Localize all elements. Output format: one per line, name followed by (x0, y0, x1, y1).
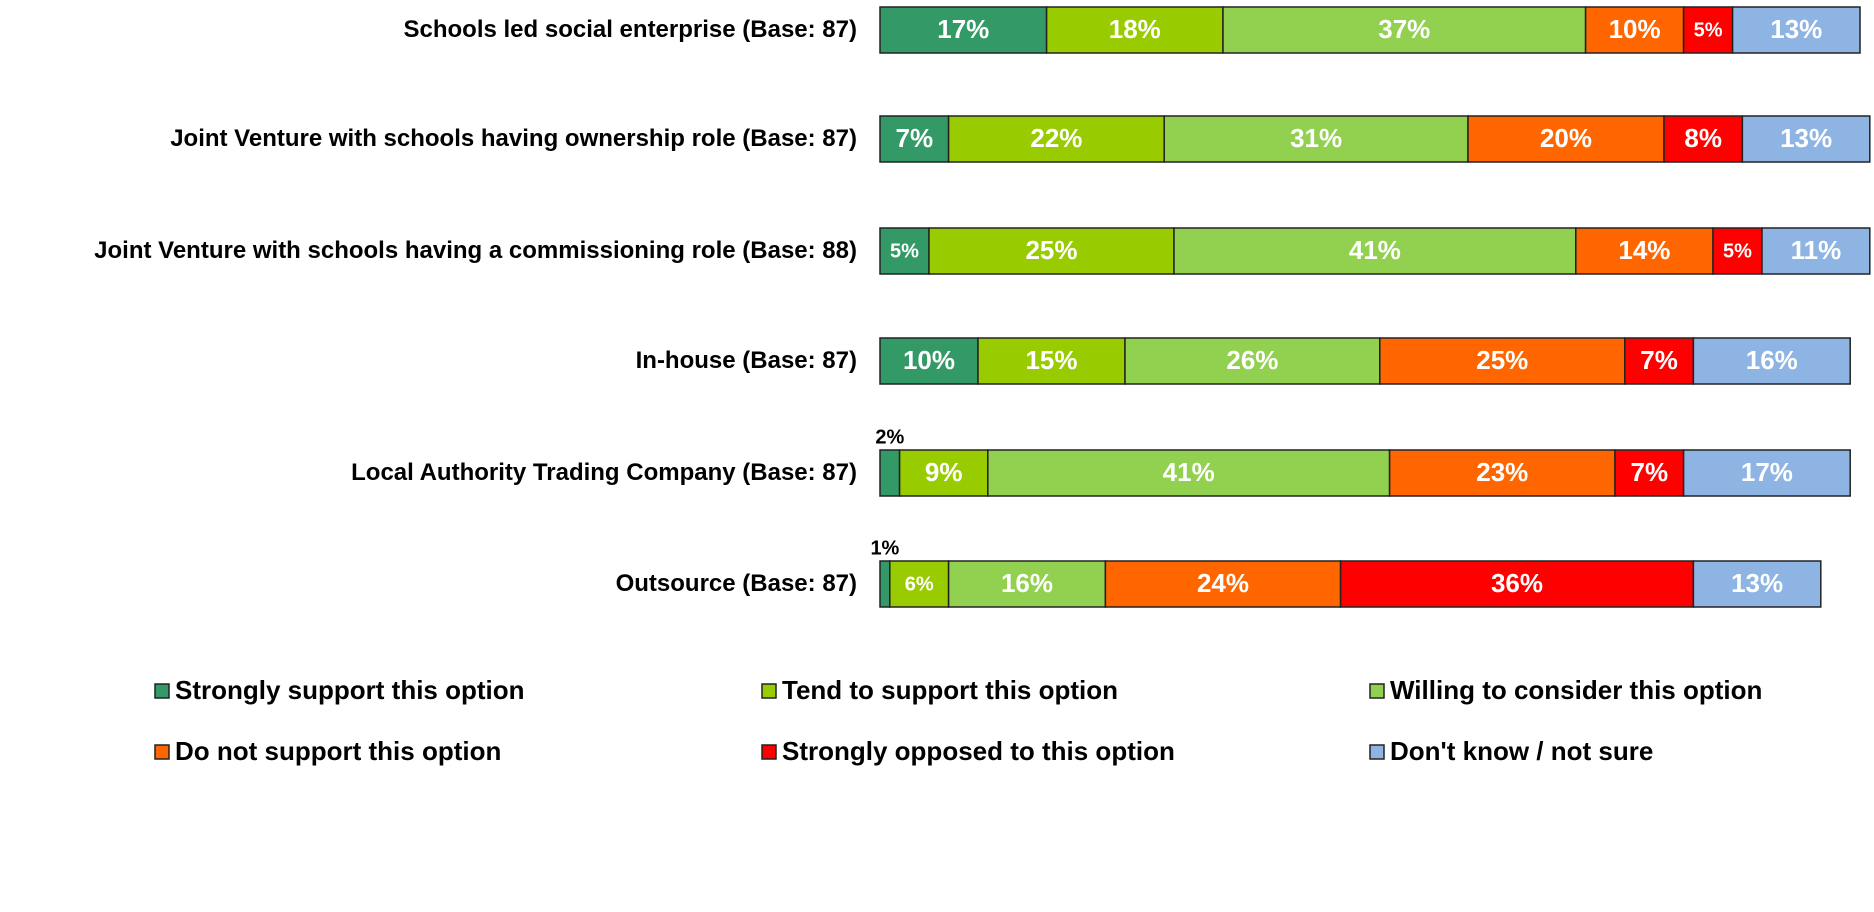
category-label: Outsource (Base: 87) (615, 570, 857, 597)
legend-swatch (761, 744, 777, 760)
bar-segment (1682, 6, 1734, 54)
bar-segment (879, 227, 930, 275)
category-label: In-house (Base: 87) (635, 347, 857, 374)
data-label: 24% (1197, 568, 1249, 598)
bar-segment (1339, 560, 1695, 608)
data-label: 2% (875, 426, 904, 448)
data-label: 16% (1746, 345, 1798, 375)
bar-segment (1614, 449, 1685, 497)
bar-segment (1692, 337, 1851, 385)
data-label: 23% (1476, 457, 1528, 487)
data-label: 18% (1109, 14, 1161, 44)
data-label: 1% (870, 537, 899, 559)
legend-swatch (1369, 744, 1385, 760)
data-label: 15% (1025, 345, 1077, 375)
bar-segment (1163, 115, 1469, 163)
legend-label: Do not support this option (175, 736, 501, 766)
legend-label: Tend to support this option (782, 675, 1118, 705)
data-label: 5% (1723, 240, 1752, 262)
legend-swatch (1369, 683, 1385, 699)
data-label: 13% (1731, 568, 1783, 598)
category-label: Joint Venture with schools having a comm… (94, 237, 857, 264)
bar-segment (947, 560, 1107, 608)
legend-swatch (154, 744, 170, 760)
bar-segment (1379, 337, 1626, 385)
data-label: 14% (1618, 235, 1670, 265)
data-label: 8% (1684, 123, 1722, 153)
bar-segment (1712, 227, 1763, 275)
data-label: 17% (1741, 457, 1793, 487)
data-label: 7% (1631, 457, 1669, 487)
data-label: 26% (1226, 345, 1278, 375)
legend-label: Strongly support this option (175, 675, 525, 705)
data-label: 5% (1694, 19, 1723, 41)
data-label: 25% (1025, 235, 1077, 265)
bar-segment (1761, 227, 1871, 275)
data-label: 36% (1491, 568, 1543, 598)
data-label: 31% (1290, 123, 1342, 153)
data-label: 10% (903, 345, 955, 375)
bar-segment (1731, 6, 1861, 54)
bar-segment (879, 449, 901, 497)
data-label: 37% (1378, 14, 1430, 44)
data-label: 9% (925, 457, 963, 487)
legend-swatch (761, 683, 777, 699)
data-label: 41% (1349, 235, 1401, 265)
data-label: 10% (1609, 14, 1661, 44)
data-label: 13% (1780, 123, 1832, 153)
bar-segment (977, 337, 1126, 385)
data-label: 17% (937, 14, 989, 44)
bar-segment (1104, 560, 1342, 608)
data-label: 7% (896, 123, 934, 153)
category-label: Joint Venture with schools having owners… (170, 125, 857, 152)
data-label: 13% (1770, 14, 1822, 44)
legend-swatch (154, 683, 170, 699)
category-label: Local Authority Trading Company (Base: 8… (351, 459, 857, 486)
bar-segment (1682, 449, 1851, 497)
data-label: 6% (905, 573, 934, 595)
bar-segment (879, 560, 891, 608)
bar-segment (1624, 337, 1695, 385)
data-label: 16% (1001, 568, 1053, 598)
legend-label: Strongly opposed to this option (782, 736, 1175, 766)
data-label: 22% (1030, 123, 1082, 153)
data-label: 25% (1476, 345, 1528, 375)
data-label: 5% (890, 240, 919, 262)
data-label: 20% (1540, 123, 1592, 153)
bar-segment (1692, 560, 1822, 608)
category-label: Schools led social enterprise (Base: 87) (403, 16, 857, 43)
bar-segment (879, 115, 950, 163)
bar-segment (1388, 449, 1616, 497)
legend-label: Willing to consider this option (1390, 675, 1762, 705)
bar-segment (1173, 227, 1577, 275)
bar-segment (879, 6, 1048, 54)
bar-segment (1741, 115, 1871, 163)
bar-segment (889, 560, 950, 608)
bar-segment (947, 115, 1165, 163)
data-label: 41% (1163, 457, 1215, 487)
legend-label: Don't know / not sure (1390, 736, 1653, 766)
bar-segment (1045, 6, 1224, 54)
data-label: 11% (1791, 235, 1842, 265)
bar-segment (1663, 115, 1744, 163)
bar-segment (928, 227, 1175, 275)
data-label: 7% (1640, 345, 1678, 375)
bar-segment (1584, 6, 1685, 54)
